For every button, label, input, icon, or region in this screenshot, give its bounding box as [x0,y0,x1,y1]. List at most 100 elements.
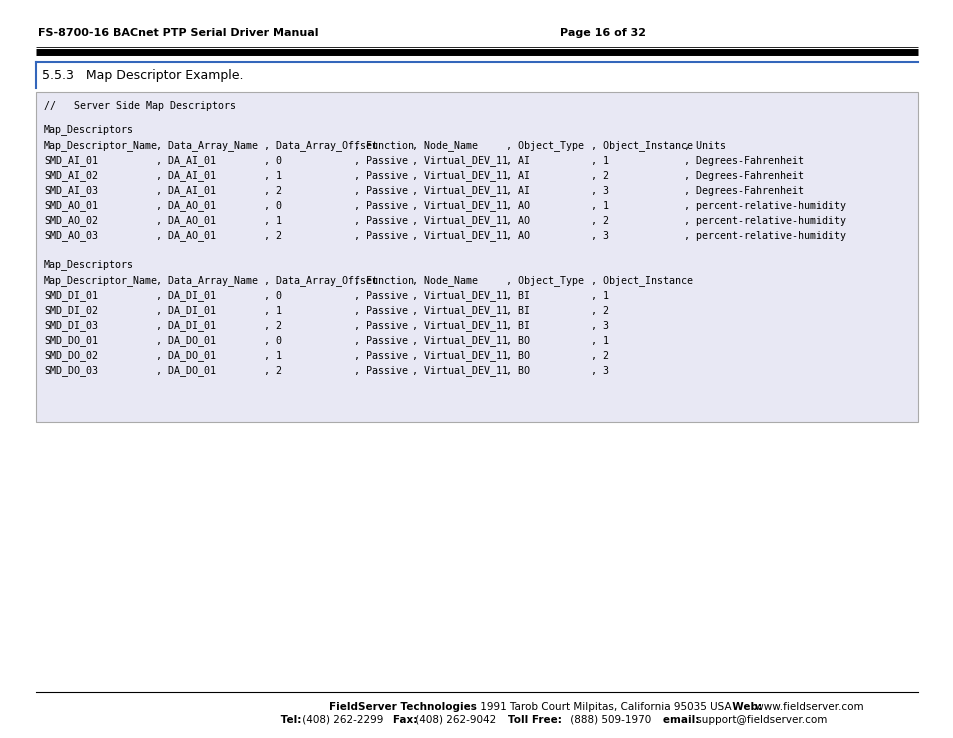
Text: , Passive: , Passive [354,321,408,331]
Text: , 2: , 2 [264,366,282,376]
Text: , 2: , 2 [590,216,608,226]
Text: SMD_AI_01: SMD_AI_01 [44,156,98,167]
Text: , Virtual_DEV_11: , Virtual_DEV_11 [412,291,507,301]
Text: , 3: , 3 [590,186,608,196]
Text: , DA_DO_01: , DA_DO_01 [156,351,215,362]
Text: , 2: , 2 [264,321,282,331]
Text: Map_Descriptor_Name: Map_Descriptor_Name [44,140,158,151]
Text: , percent-relative-humidity: , percent-relative-humidity [683,231,845,241]
Text: , Passive: , Passive [354,366,408,376]
Text: , Virtual_DEV_11: , Virtual_DEV_11 [412,306,507,317]
Text: SMD_DI_03: SMD_DI_03 [44,320,98,331]
Text: (408) 262-9042: (408) 262-9042 [412,715,496,725]
Text: , DA_AI_01: , DA_AI_01 [156,156,215,167]
Text: , AI: , AI [505,156,530,166]
Text: , BO: , BO [505,366,530,376]
Text: , Passive: , Passive [354,201,408,211]
Text: , 1: , 1 [264,306,282,316]
Text: , Virtual_DEV_11: , Virtual_DEV_11 [412,336,507,346]
Text: , DA_DO_01: , DA_DO_01 [156,365,215,376]
Text: , Passive: , Passive [354,156,408,166]
Text: , Virtual_DEV_11: , Virtual_DEV_11 [412,365,507,376]
Text: SMD_AO_03: SMD_AO_03 [44,230,98,241]
Text: , Passive: , Passive [354,351,408,361]
Text: FS-8700-16 BACnet PTP Serial Driver Manual: FS-8700-16 BACnet PTP Serial Driver Manu… [38,28,318,38]
Text: , Degrees-Fahrenheit: , Degrees-Fahrenheit [683,156,803,166]
Text: Map_Descriptors: Map_Descriptors [44,125,133,136]
Text: , 1: , 1 [590,336,608,346]
Text: //   Server Side Map Descriptors: // Server Side Map Descriptors [44,101,235,111]
Text: , Passive: , Passive [354,186,408,196]
Text: , Virtual_DEV_11: , Virtual_DEV_11 [412,201,507,212]
Text: Map_Descriptor_Name: Map_Descriptor_Name [44,275,158,286]
Text: SMD_AI_02: SMD_AI_02 [44,170,98,182]
Text: email:: email: [651,715,699,725]
Text: , Passive: , Passive [354,306,408,316]
Text: , Virtual_DEV_11: , Virtual_DEV_11 [412,185,507,196]
Text: SMD_DI_01: SMD_DI_01 [44,291,98,301]
Text: , Data_Array_Name: , Data_Array_Name [156,140,257,151]
Text: , 2: , 2 [590,171,608,181]
Text: , Degrees-Fahrenheit: , Degrees-Fahrenheit [683,171,803,181]
Text: 5.5.3   Map Descriptor Example.: 5.5.3 Map Descriptor Example. [42,69,243,81]
Text: Web:: Web: [724,702,761,712]
Text: , Function: , Function [354,141,414,151]
Text: , 2: , 2 [590,306,608,316]
Text: , Virtual_DEV_11: , Virtual_DEV_11 [412,215,507,227]
Text: , 0: , 0 [264,291,282,301]
Text: , 2: , 2 [590,351,608,361]
Text: , BI: , BI [505,306,530,316]
Text: , 1: , 1 [590,156,608,166]
Text: Page 16 of 32: Page 16 of 32 [559,28,645,38]
Text: , DA_AO_01: , DA_AO_01 [156,201,215,212]
Text: , AI: , AI [505,186,530,196]
Text: SMD_DI_02: SMD_DI_02 [44,306,98,317]
Text: , 3: , 3 [590,321,608,331]
Text: , 0: , 0 [264,156,282,166]
Text: , DA_DI_01: , DA_DI_01 [156,320,215,331]
Text: Map_Descriptors: Map_Descriptors [44,260,133,270]
Text: , Data_Array_Name: , Data_Array_Name [156,275,257,286]
Text: (888) 509-1970: (888) 509-1970 [566,715,651,725]
Text: , DA_AO_01: , DA_AO_01 [156,230,215,241]
Text: , Passive: , Passive [354,171,408,181]
Text: SMD_DO_01: SMD_DO_01 [44,336,98,346]
Text: , DA_DI_01: , DA_DI_01 [156,306,215,317]
Text: Tel:: Tel: [276,715,301,725]
Text: , 1: , 1 [264,216,282,226]
Text: , BI: , BI [505,321,530,331]
Text: , Passive: , Passive [354,231,408,241]
Text: , 1: , 1 [590,201,608,211]
Text: support@fieldserver.com: support@fieldserver.com [692,715,826,725]
Text: , Passive: , Passive [354,216,408,226]
Text: SMD_AO_01: SMD_AO_01 [44,201,98,212]
Text: , Virtual_DEV_11: , Virtual_DEV_11 [412,156,507,167]
Text: , AO: , AO [505,216,530,226]
Text: , Virtual_DEV_11: , Virtual_DEV_11 [412,320,507,331]
Text: , Virtual_DEV_11: , Virtual_DEV_11 [412,351,507,362]
Text: 1991 Tarob Court Milpitas, California 95035 USA: 1991 Tarob Court Milpitas, California 95… [476,702,731,712]
Text: (408) 262-2299: (408) 262-2299 [298,715,383,725]
Text: , Units: , Units [683,141,725,151]
Text: , DA_DO_01: , DA_DO_01 [156,336,215,346]
Text: Fax:: Fax: [381,715,416,725]
Text: , Object_Type: , Object_Type [505,140,583,151]
Text: SMD_AO_02: SMD_AO_02 [44,215,98,227]
Text: , 3: , 3 [590,231,608,241]
Text: , DA_AI_01: , DA_AI_01 [156,185,215,196]
Text: , DA_AO_01: , DA_AO_01 [156,215,215,227]
Text: , Passive: , Passive [354,336,408,346]
Text: , 1: , 1 [264,351,282,361]
Text: , percent-relative-humidity: , percent-relative-humidity [683,216,845,226]
Text: , Node_Name: , Node_Name [412,140,477,151]
Text: , Data_Array_Offset: , Data_Array_Offset [264,140,377,151]
Text: , DA_DI_01: , DA_DI_01 [156,291,215,301]
Text: , 1: , 1 [590,291,608,301]
Text: Toll Free:: Toll Free: [497,715,561,725]
Text: , Virtual_DEV_11: , Virtual_DEV_11 [412,170,507,182]
Text: , AO: , AO [505,201,530,211]
Text: , 1: , 1 [264,171,282,181]
Text: SMD_DO_02: SMD_DO_02 [44,351,98,362]
Text: , Function: , Function [354,276,414,286]
Text: www.fieldserver.com: www.fieldserver.com [751,702,862,712]
